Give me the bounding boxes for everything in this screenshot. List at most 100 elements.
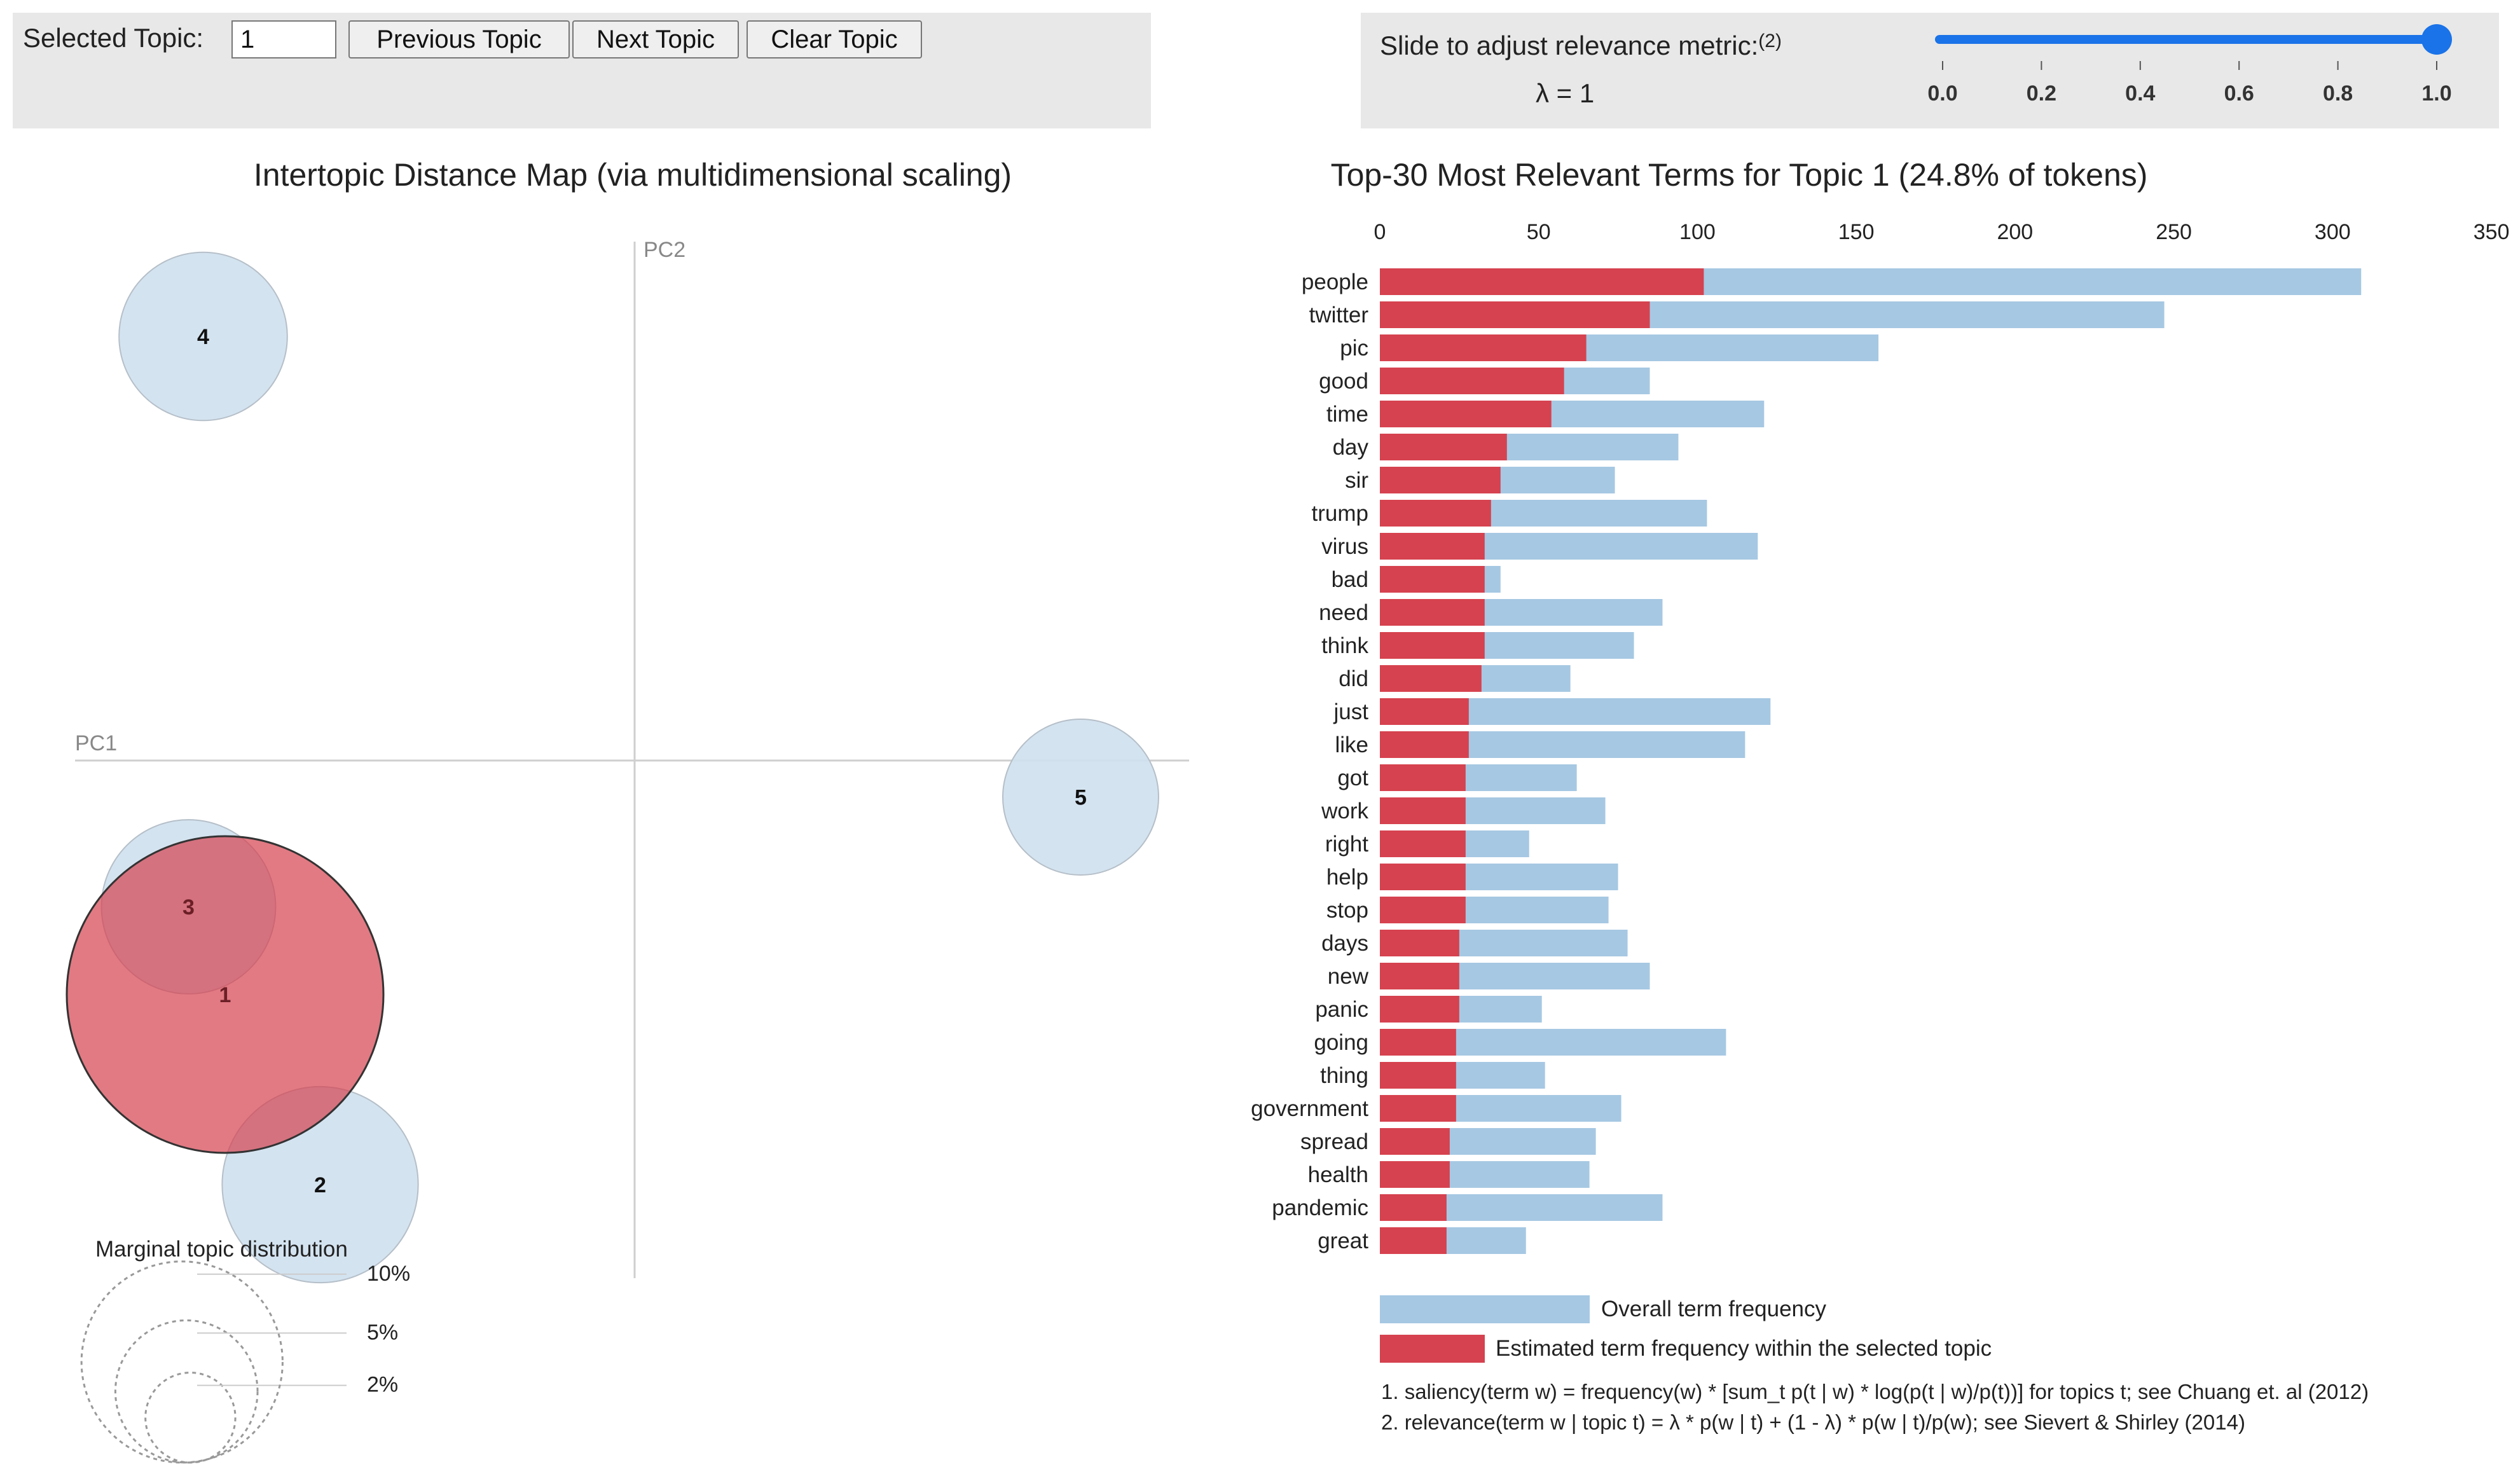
topic-frequency-bar[interactable] bbox=[1380, 566, 1485, 593]
x-tick-label: 350 bbox=[2474, 220, 2510, 244]
term-label: days bbox=[1321, 931, 1368, 956]
previous-topic-button[interactable]: Previous Topic bbox=[348, 20, 570, 59]
slider-tick-label: 0.0 bbox=[1927, 81, 1957, 106]
topic-frequency-bar[interactable] bbox=[1380, 930, 1459, 956]
topic-circle-label: 3 bbox=[182, 895, 195, 920]
term-label: new bbox=[1328, 964, 1369, 989]
topic-control-panel: Selected Topic: Previous Topic Next Topi… bbox=[13, 13, 1151, 128]
topic-frequency-bar[interactable] bbox=[1380, 1062, 1456, 1089]
topic-frequency-bar[interactable] bbox=[1380, 797, 1466, 824]
legend-circle bbox=[114, 1319, 259, 1464]
topic-frequency-bar[interactable] bbox=[1380, 963, 1459, 989]
term-label: sir bbox=[1345, 468, 1368, 493]
term-labels: people twitter pic good time day sir trump virus… bbox=[1251, 270, 1369, 1253]
topic-frequency-bar[interactable] bbox=[1380, 533, 1485, 560]
legend-topic-swatch bbox=[1380, 1335, 1485, 1363]
topic-frequency-bar[interactable] bbox=[1380, 632, 1485, 659]
x-tick-label: 0 bbox=[1374, 220, 1386, 244]
legend-circle-label: 2% bbox=[367, 1373, 398, 1397]
term-label: just bbox=[1333, 699, 1369, 724]
topic-frequency-bar[interactable] bbox=[1380, 1161, 1450, 1188]
topic-frequency-bar[interactable] bbox=[1380, 334, 1587, 361]
term-label: did bbox=[1339, 666, 1368, 691]
term-label: need bbox=[1319, 600, 1368, 625]
term-label: good bbox=[1319, 369, 1368, 394]
term-label: spread bbox=[1300, 1129, 1368, 1154]
term-label: right bbox=[1325, 832, 1368, 857]
topic-frequency-bar[interactable] bbox=[1380, 1128, 1450, 1155]
marginal-distribution-legend: Marginal topic distribution 2% 5% 10% bbox=[80, 1237, 410, 1464]
slider-tick-label: 0.2 bbox=[2027, 81, 2056, 106]
slider-tick-label: 1.0 bbox=[2421, 81, 2451, 106]
legend-circle bbox=[80, 1260, 284, 1464]
x-axis-ticks: 0 50 100 150 200 250 300 350 bbox=[1374, 220, 2510, 244]
topic-frequency-bar[interactable] bbox=[1380, 830, 1466, 857]
intertopic-distance-map: Intertopic Distance Map (via multidimens… bbox=[65, 157, 1189, 1464]
term-label: great bbox=[1318, 1229, 1368, 1253]
pc1-label: PC1 bbox=[75, 731, 117, 755]
legend-circle-label: 10% bbox=[367, 1262, 410, 1286]
term-label: going bbox=[1314, 1030, 1368, 1055]
topic-frequency-bar[interactable] bbox=[1380, 268, 1704, 295]
topic-frequency-bars[interactable] bbox=[1380, 268, 1704, 1254]
topic-frequency-bar[interactable] bbox=[1380, 996, 1459, 1023]
x-tick-label: 50 bbox=[1527, 220, 1551, 244]
term-label: panic bbox=[1315, 997, 1368, 1022]
slider-thumb[interactable] bbox=[2421, 24, 2452, 55]
topic-frequency-bar[interactable] bbox=[1380, 1227, 1447, 1254]
topic-frequency-bar[interactable] bbox=[1380, 1095, 1456, 1122]
slider-tick-label: 0.8 bbox=[2323, 81, 2353, 106]
topic-frequency-bar[interactable] bbox=[1380, 599, 1485, 626]
x-tick-label: 100 bbox=[1679, 220, 1716, 244]
legend-circle-label: 5% bbox=[367, 1320, 398, 1344]
topic-frequency-bar[interactable] bbox=[1380, 698, 1469, 725]
relevance-control-panel: Slide to adjust relevance metric:(2) λ =… bbox=[1361, 13, 2499, 128]
topic-frequency-bar[interactable] bbox=[1380, 467, 1501, 493]
term-label: virus bbox=[1321, 534, 1368, 559]
next-topic-button[interactable]: Next Topic bbox=[572, 20, 739, 59]
topic-frequency-bar[interactable] bbox=[1380, 368, 1564, 394]
topic-frequency-bar[interactable] bbox=[1380, 434, 1507, 460]
term-label: health bbox=[1308, 1162, 1368, 1187]
relevance-slider-label: Slide to adjust relevance metric:(2) bbox=[1380, 31, 1782, 61]
pc2-label: PC2 bbox=[644, 238, 685, 262]
legend-circle bbox=[144, 1372, 237, 1464]
bars-title: Top-30 Most Relevant Terms for Topic 1 (… bbox=[1331, 157, 2148, 193]
idm-title: Intertopic Distance Map (via multidimens… bbox=[254, 157, 1012, 193]
term-label: bad bbox=[1332, 567, 1368, 592]
topic-frequency-bar[interactable] bbox=[1380, 864, 1466, 890]
term-label: twitter bbox=[1309, 303, 1369, 327]
topic-circle[interactable] bbox=[1002, 719, 1159, 876]
selected-topic-input[interactable] bbox=[231, 20, 336, 59]
topic-circles[interactable]: 4 5 3 1 2 bbox=[65, 251, 1159, 1284]
term-label: help bbox=[1326, 865, 1368, 890]
topic-frequency-bar[interactable] bbox=[1380, 764, 1466, 791]
topic-circle-label: 4 bbox=[197, 325, 209, 349]
legend-title: Marginal topic distribution bbox=[95, 1237, 348, 1262]
clear-topic-button[interactable]: Clear Topic bbox=[747, 20, 922, 59]
topic-frequency-bar[interactable] bbox=[1380, 301, 1650, 328]
term-label: stop bbox=[1326, 898, 1368, 923]
topic-frequency-bar[interactable] bbox=[1380, 500, 1491, 527]
term-label: trump bbox=[1312, 501, 1368, 526]
term-label: thing bbox=[1320, 1063, 1368, 1088]
topic-circle[interactable] bbox=[118, 251, 288, 422]
term-label: time bbox=[1326, 402, 1368, 427]
topic-frequency-bar[interactable] bbox=[1380, 897, 1466, 923]
topic-frequency-bar[interactable] bbox=[1380, 1029, 1456, 1056]
legend-circles: 2% 5% 10% bbox=[80, 1260, 410, 1464]
topic-frequency-bar[interactable] bbox=[1380, 665, 1482, 692]
topic-frequency-bar[interactable] bbox=[1380, 731, 1469, 758]
term-label: think bbox=[1321, 633, 1368, 658]
relevance-slider[interactable]: 0.0 0.2 0.4 0.6 0.8 1.0 bbox=[1927, 24, 2452, 106]
legend-overall-swatch bbox=[1380, 1295, 1590, 1323]
topic-circle[interactable] bbox=[65, 835, 385, 1154]
x-tick-label: 150 bbox=[1838, 220, 1875, 244]
topic-frequency-bar[interactable] bbox=[1380, 401, 1552, 427]
selected-topic-label: Selected Topic: bbox=[23, 23, 204, 53]
slider-ticks: 0.0 0.2 0.4 0.6 0.8 1.0 bbox=[1927, 61, 2452, 106]
term-label: pandemic bbox=[1272, 1195, 1368, 1220]
topic-frequency-bar[interactable] bbox=[1380, 1194, 1447, 1221]
top-terms-chart: Top-30 Most Relevant Terms for Topic 1 (… bbox=[1251, 157, 2509, 1434]
